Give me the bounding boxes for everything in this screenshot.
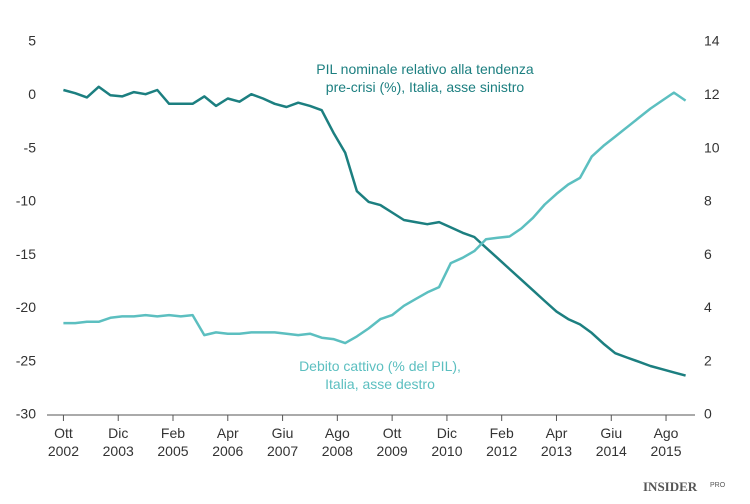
x-tick-label: Ott 2009 xyxy=(377,425,408,459)
y2-tick-label: 14 xyxy=(704,33,720,49)
logo-sub: PRO xyxy=(710,482,726,489)
x-tick-label: Giu 2007 xyxy=(267,425,298,459)
y-tick-label: -25 xyxy=(16,352,36,368)
x-tick-label: Giu 2014 xyxy=(596,425,627,459)
y2-tick-label: 4 xyxy=(704,299,712,315)
y-tick-label: -15 xyxy=(16,246,36,262)
series-line xyxy=(63,91,687,345)
y2-tick-label: 0 xyxy=(704,406,712,422)
x-tick-label: Dic 2003 xyxy=(103,425,134,459)
y-tick-label: 5 xyxy=(28,33,36,49)
y2-tick-label: 8 xyxy=(704,193,712,209)
y-tick-label: -20 xyxy=(16,299,36,315)
x-tick-label: Ago 2008 xyxy=(322,425,353,459)
y-tick-label: 0 xyxy=(28,86,36,102)
y-tick-label: -5 xyxy=(24,139,37,155)
x-tick-label: Apr 2013 xyxy=(541,425,572,459)
logo: INSIDER xyxy=(643,479,698,494)
y-tick-label: -10 xyxy=(16,193,36,209)
series-line xyxy=(63,85,686,377)
x-tick-label: Feb 2012 xyxy=(486,425,517,459)
x-tick-label: Feb 2005 xyxy=(157,425,188,459)
x-tick-label: Apr 2006 xyxy=(212,425,243,459)
y2-tick-label: 2 xyxy=(704,352,712,368)
y2-tick-label: 6 xyxy=(704,246,712,262)
x-tick-label: Ott 2002 xyxy=(48,425,79,459)
series-label: PIL nominale relativo alla tendenza pre-c… xyxy=(316,61,534,95)
x-tick-label: Dic 2010 xyxy=(431,425,462,459)
series-label: Debito cattivo (% del PIL), Italia, asse … xyxy=(299,358,461,392)
y2-tick-label: 12 xyxy=(704,86,720,102)
y2-tick-label: 10 xyxy=(704,139,720,155)
x-tick-label: Ago 2015 xyxy=(650,425,681,459)
y-tick-label: -30 xyxy=(16,406,36,422)
